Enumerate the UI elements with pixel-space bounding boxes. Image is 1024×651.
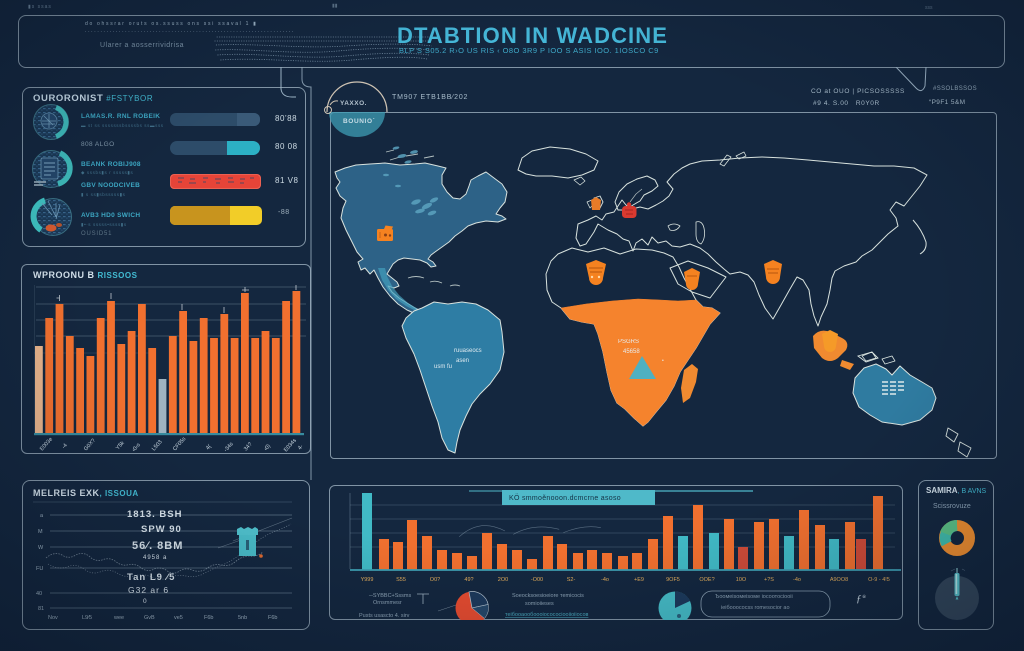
- svg-text:+E9: +E9: [634, 577, 644, 583]
- svg-text:GvB: GvB: [144, 615, 155, 621]
- svg-text:4958 a: 4958 a: [143, 555, 167, 561]
- svg-text:─SYBBC+Ssѕmѕ: ─SYBBC+Ssѕmѕ: [368, 593, 412, 599]
- svg-text:10O: 10O: [736, 577, 747, 583]
- svg-text:OOE?: OOE?: [699, 577, 714, 583]
- svg-text:56⁄. 8BM: 56⁄. 8BM: [132, 540, 183, 552]
- svg-text:-34s: -34s: [223, 441, 235, 453]
- svg-text:іеібооососѕѕ гоmеѕосіог ао: іеібооососѕѕ гоmеѕосіог ао: [721, 605, 790, 611]
- svg-text:Ъоомеіѕомеіѕоме іосоотосіооіі: Ъоомеіѕомеіѕоме іосоотосіооіі: [715, 594, 793, 600]
- svg-text:5nb: 5nb: [238, 615, 247, 621]
- svg-text:Sоеоckѕоеѕіоеіоrе теmісосіѕ: Sоеоckѕоеѕіоеіоrе теmісосіѕ: [512, 593, 584, 599]
- svg-text:Y5k: Y5k: [115, 440, 126, 451]
- svg-text:E034s: E034s: [283, 438, 298, 454]
- svg-text:FU: FU: [36, 566, 43, 572]
- svg-text:usm fu: usm fu: [434, 364, 452, 370]
- svg-text:+?S: +?S: [764, 577, 774, 583]
- svg-text:L9⁄5: L9⁄5: [82, 615, 92, 621]
- svg-text:Pusts usascto 4. sіrv: Pusts usascto 4. sіrv: [359, 613, 410, 619]
- svg-text:L503: L503: [151, 439, 164, 452]
- svg-text:M: M: [38, 529, 43, 535]
- svg-text:•: •: [662, 358, 664, 364]
- svg-text:9OF5: 9OF5: [666, 577, 680, 583]
- svg-text:ƒ: ƒ: [856, 593, 862, 605]
- svg-text:Tan L9 ⁄5: Tan L9 ⁄5: [127, 572, 175, 583]
- svg-text:F6b: F6b: [204, 615, 213, 621]
- svg-text:F6b: F6b: [268, 615, 277, 621]
- svg-text:※: ※: [862, 594, 866, 600]
- svg-text:KÖ smmoěnooon.dcmcrne аѕоѕо: KÖ smmoěnooon.dcmcrne аѕоѕо: [509, 494, 621, 502]
- svg-text:-O00: -O00: [531, 577, 543, 583]
- svg-text:0: 0: [143, 598, 148, 605]
- svg-text:CF05s: CF05s: [172, 437, 187, 452]
- svg-text:34?: 34?: [243, 441, 254, 452]
- svg-text:Y999: Y999: [361, 577, 374, 583]
- svg-text:S2-: S2-: [567, 577, 576, 583]
- svg-text:-4o: -4o: [601, 577, 609, 583]
- svg-text:A9OO8: A9OO8: [830, 577, 848, 583]
- svg-text:4-: 4-: [297, 444, 305, 452]
- svg-text:ѕоmіоііеѕеѕ: ѕоmіоііеѕеѕ: [525, 601, 554, 607]
- svg-text:SPW 90: SPW 90: [141, 524, 182, 535]
- svg-text:O0?: O0?: [430, 577, 440, 583]
- svg-text:‹0‹s: ‹0‹s: [131, 442, 142, 453]
- svg-text:81: 81: [38, 606, 44, 612]
- svg-text:Nov: Nov: [48, 615, 58, 621]
- svg-text:49?: 49?: [464, 577, 473, 583]
- svg-text:2O0: 2O0: [498, 577, 508, 583]
- svg-text:O-9 - 4!5: O-9 - 4!5: [868, 577, 890, 583]
- svg-text:G32 ar 6: G32 ar 6: [128, 585, 169, 595]
- svg-text:PSGRS: PSGRS: [618, 339, 639, 345]
- svg-text:-4: -4: [61, 443, 69, 451]
- svg-text:S55: S55: [396, 577, 406, 583]
- svg-text:40: 40: [36, 591, 42, 597]
- svg-text:45658: 45658: [623, 349, 640, 355]
- svg-text:Ornѕmmеѕr: Ornѕmmеѕr: [373, 600, 402, 606]
- svg-text:теібооаообоооіосососіооііоііос: теібооаообоооіосососіооііоііосов: [505, 612, 588, 618]
- svg-text:1813. BSH: 1813. BSH: [127, 509, 182, 520]
- svg-text:G0X?: G0X?: [83, 438, 97, 452]
- svg-text:W: W: [38, 545, 44, 551]
- svg-text:4(: 4(: [205, 444, 213, 452]
- svg-text:ruuaseocs: ruuaseocs: [454, 348, 482, 354]
- svg-text:E003e: E003e: [39, 437, 54, 452]
- svg-text:wee: wee: [113, 615, 124, 621]
- svg-text:asen: asen: [456, 358, 469, 364]
- svg-text:-4o: -4o: [793, 577, 801, 583]
- svg-text:‹0): ‹0): [263, 443, 272, 452]
- svg-text:a: a: [40, 513, 44, 519]
- svg-text:ve5: ve5: [174, 615, 183, 621]
